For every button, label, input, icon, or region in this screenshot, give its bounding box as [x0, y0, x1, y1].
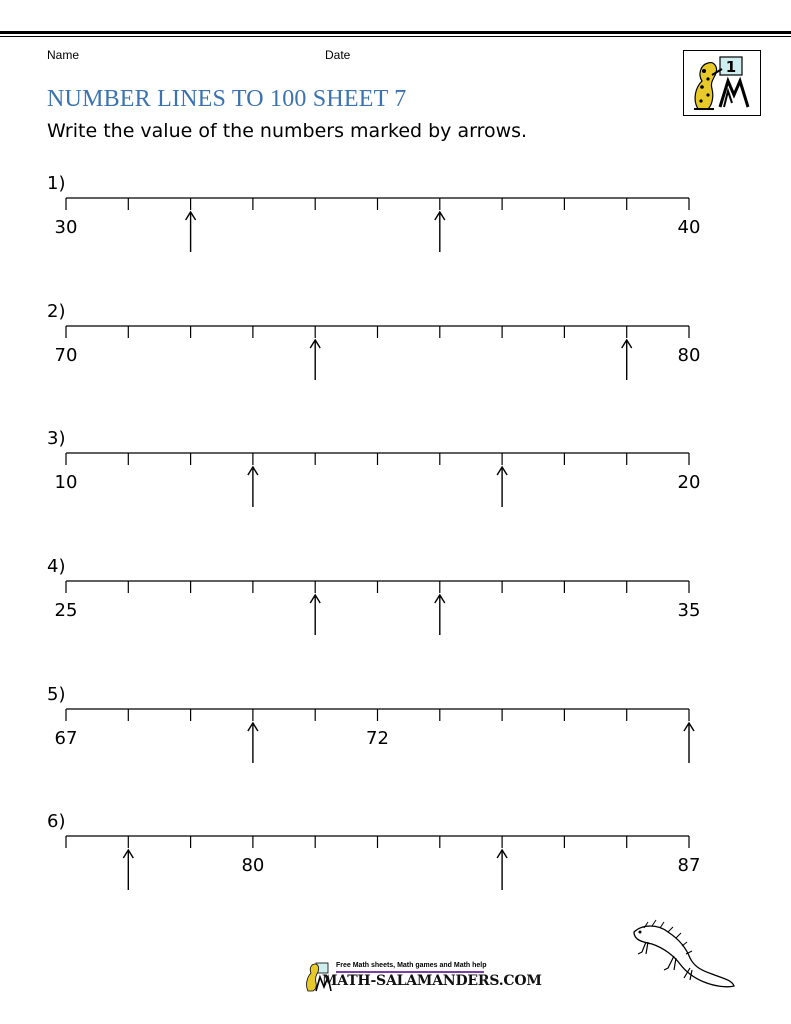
footer-site-name[interactable]: MATH-SALAMANDERS.COM — [322, 973, 542, 989]
name-label: Name — [47, 48, 80, 62]
header-rule-thick — [0, 31, 791, 34]
logo-digit: 1 — [726, 58, 736, 76]
footer-brand: Free Math sheets, Math games and Math he… — [300, 959, 542, 995]
arrow-head-icon — [434, 210, 446, 221]
arrow-head-icon — [247, 721, 259, 732]
salamander-illustration — [633, 919, 735, 988]
tick-label: 20 — [678, 472, 701, 493]
arrow-head-icon — [247, 465, 259, 476]
header-rule-thin — [0, 36, 791, 37]
page-title: NUMBER LINES TO 100 SHEET 7 — [47, 86, 407, 112]
arrow-head-icon — [434, 593, 446, 604]
footer-tagline: Free Math sheets, Math games and Math he… — [336, 962, 487, 969]
arrow-head-icon — [122, 848, 134, 859]
tick-label: 25 — [55, 600, 78, 621]
arrow-head-icon — [185, 210, 197, 221]
grade-logo: 1 — [683, 50, 761, 116]
tick-label: 10 — [55, 472, 78, 493]
salamander-teacher-icon: 1 — [694, 56, 750, 110]
tick-label: 80 — [241, 855, 264, 876]
arrow-head-icon — [309, 338, 321, 349]
tick-label: 40 — [678, 217, 701, 238]
tick-label: 72 — [366, 728, 389, 749]
arrow-head-icon — [496, 848, 508, 859]
problem-4-label: 4) — [47, 556, 65, 577]
date-label: Date — [325, 48, 351, 62]
tick-label: 30 — [55, 217, 78, 238]
problem-6-label: 6) — [47, 811, 65, 832]
tick-label: 87 — [678, 855, 701, 876]
footer-logo-icon — [306, 962, 332, 992]
arrow-head-icon — [683, 721, 695, 732]
footer-divider — [336, 971, 484, 973]
problem-2-label: 2) — [47, 301, 65, 322]
arrow-head-icon — [496, 465, 508, 476]
tick-label: 35 — [678, 600, 701, 621]
instructions: Write the value of the numbers marked by… — [47, 120, 528, 142]
problem-3-label: 3) — [47, 428, 65, 449]
tick-label: 67 — [55, 728, 78, 749]
arrow-head-icon — [621, 338, 633, 349]
problem-5-label: 5) — [47, 684, 65, 705]
tick-label: 80 — [678, 345, 701, 366]
problem-1-label: 1) — [47, 173, 65, 194]
tick-label: 70 — [55, 345, 78, 366]
arrow-head-icon — [309, 593, 321, 604]
